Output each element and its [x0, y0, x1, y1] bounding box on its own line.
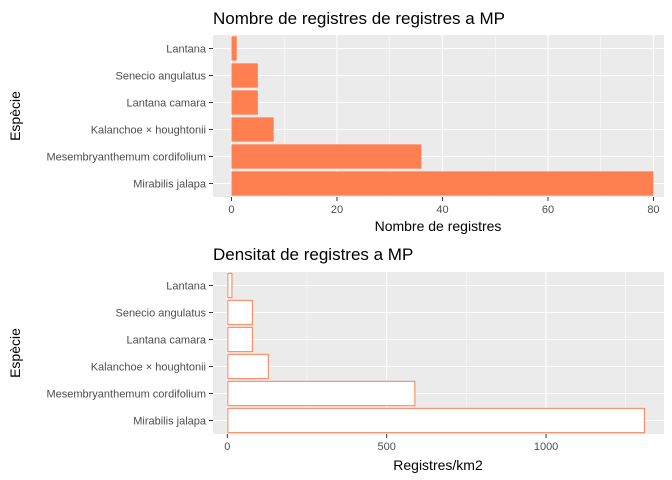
chart-2-x-axis-label: Registres/km2: [393, 457, 483, 473]
x-tick-label: 1000: [534, 441, 558, 453]
bar: [227, 299, 253, 326]
bar: [231, 171, 654, 196]
y-tick-label: Lantana: [166, 281, 207, 293]
chart-2-x-ticks: 0 500 1000: [224, 434, 558, 453]
chart-2-bars: [227, 272, 645, 434]
chart-1-y-ticks: Lantana Senecio angulatus Lantana camara Ka…: [46, 44, 213, 191]
bar: [231, 36, 237, 61]
y-tick-label: Mesembryanthemum cordifolium: [46, 152, 206, 164]
chart-2-y-axis-label: Espècie: [7, 328, 23, 378]
y-tick-label: Kalanchoe × houghtonii: [91, 125, 206, 137]
y-tick-label: Lantana camara: [127, 335, 207, 347]
bar: [231, 63, 258, 88]
x-tick-label: 500: [378, 441, 396, 453]
x-tick-label: 60: [542, 204, 554, 216]
chart-1-y-axis-label: Espècie: [7, 91, 23, 141]
chart-2: Densitat de registres a MP Lantana Seneci…: [7, 245, 664, 473]
bar: [227, 272, 233, 299]
bar: [231, 90, 258, 115]
y-tick-label: Kalanchoe × houghtonii: [91, 362, 206, 374]
y-tick-label: Mirabilis jalapa: [133, 179, 207, 191]
bar: [231, 144, 422, 169]
y-tick-label: Mirabilis jalapa: [133, 416, 207, 428]
chart-1-panel: [213, 35, 664, 197]
chart-2-panel: [213, 272, 664, 434]
x-tick-label: 0: [228, 204, 234, 216]
y-tick-label: Senecio angulatus: [115, 71, 206, 83]
x-tick-label: 80: [647, 204, 659, 216]
chart-1-title: Nombre de registres de registres a MP: [213, 9, 505, 28]
chart-1: Nombre de registres de registres a MP La…: [7, 9, 664, 234]
chart-1-bars: [231, 36, 654, 196]
chart-2-title: Densitat de registres a MP: [213, 245, 413, 264]
bar: [231, 117, 274, 142]
y-tick-label: Lantana camara: [127, 98, 207, 110]
bar: [227, 380, 416, 407]
y-tick-label: Lantana: [166, 44, 207, 56]
y-tick-label: Mesembryanthemum cordifolium: [46, 389, 206, 401]
x-tick-label: 40: [436, 204, 448, 216]
bar: [227, 326, 253, 353]
bar: [227, 353, 269, 380]
y-tick-label: Senecio angulatus: [115, 308, 206, 320]
bar: [227, 407, 645, 434]
chart-2-y-ticks: Lantana Senecio angulatus Lantana camara Ka…: [46, 281, 213, 428]
x-tick-label: 0: [224, 441, 230, 453]
chart-1-x-axis-label: Nombre de registres: [375, 218, 502, 234]
chart-1-x-ticks: 0 20 40 60 80: [228, 197, 660, 216]
x-tick-label: 20: [331, 204, 343, 216]
